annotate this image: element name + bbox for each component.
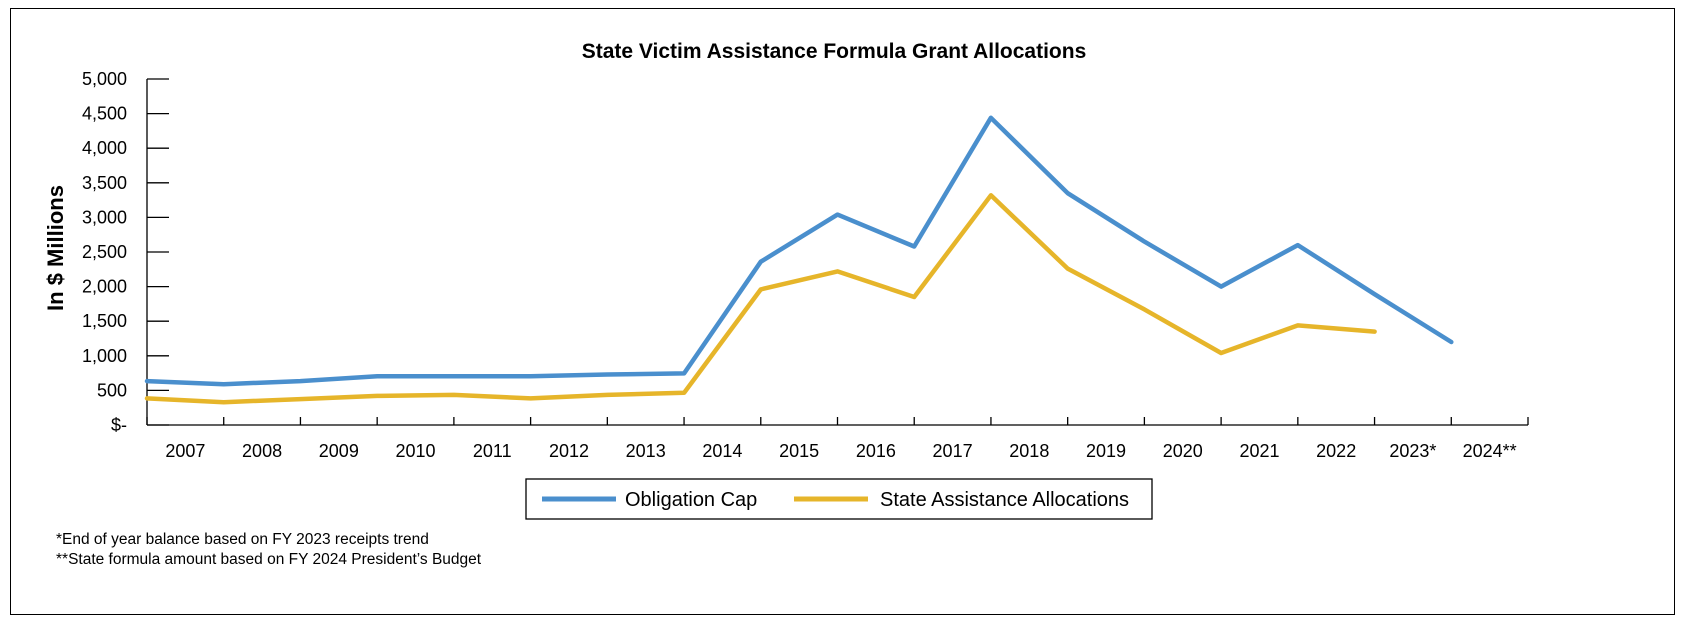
y-tick-label: 1,500 [82,311,127,331]
x-tick-label: 2015 [779,441,819,461]
x-tick-label: 2018 [1009,441,1049,461]
y-tick-label: 1,000 [82,346,127,366]
legend: Obligation Cap State Assistance Allocati… [525,478,1153,520]
x-tick-label: 2016 [856,441,896,461]
chart-frame: State Victim Assistance Formula Grant Al… [10,8,1675,615]
axes [146,79,1528,426]
y-tick-label: $- [111,415,127,435]
y-tick-label: 5,000 [82,69,127,89]
x-tick-label: 2013 [626,441,666,461]
y-tick-label: 4,500 [82,104,127,124]
series-lines [144,115,1454,405]
x-tick-label: 2008 [242,441,282,461]
x-tick-label: 2009 [319,441,359,461]
footnote-1: *End of year balance based on FY 2023 re… [56,531,429,548]
y-tick-label: 2,500 [82,242,127,262]
legend-label-state-assistance: State Assistance Allocations [880,489,1129,511]
x-tick-label: 2021 [1239,441,1279,461]
line-chart: State Victim Assistance Formula Grant Al… [43,40,1529,520]
series-line-1 [144,193,1377,405]
y-tick-label: 2,000 [82,277,127,297]
x-tick-label: 2012 [549,441,589,461]
series-line-0 [144,115,1454,387]
chart-title: State Victim Assistance Formula Grant Al… [582,40,1087,63]
legend-label-obligation-cap: Obligation Cap [625,489,757,511]
y-tick-label: 4,000 [82,138,127,158]
x-tick-label: 2022 [1316,441,1356,461]
x-axis-ticks: 2007 2008 2009 2010 2011 2012 2013 2014 2015 2016… [146,417,1529,461]
x-tick-label: 2019 [1086,441,1126,461]
x-tick-label: 2020 [1163,441,1203,461]
x-tick-label: 2014 [702,441,742,461]
y-axis-ticks: $- 500 1,000 1,500 2,000 2,500 3,000 3,500 4,000… [82,69,169,435]
x-tick-label: 2007 [165,441,205,461]
footnote-2: **State formula amount based on FY 2024 … [56,551,482,568]
y-tick-label: 3,000 [82,207,127,227]
y-tick-label: 3,500 [82,173,127,193]
x-tick-label: 2024** [1463,441,1517,461]
x-tick-label: 2017 [933,441,973,461]
x-tick-label: 2010 [396,441,436,461]
x-tick-label: 2023* [1389,441,1436,461]
y-axis-label: In $ Millions [43,185,68,311]
y-tick-label: 500 [97,380,127,400]
x-tick-label: 2011 [473,441,512,461]
